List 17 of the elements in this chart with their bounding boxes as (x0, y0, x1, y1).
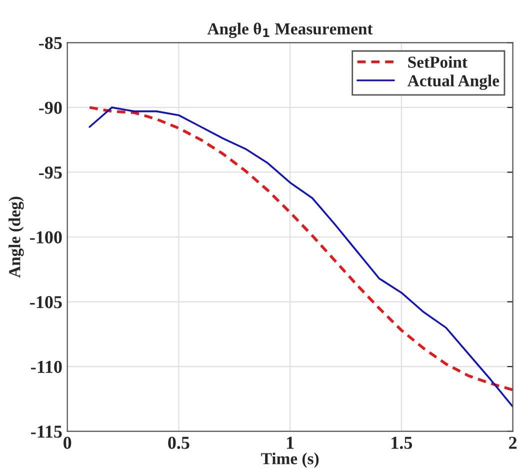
legend-label: Actual Angle (408, 74, 500, 90)
y-tick-label: -85 (39, 36, 62, 50)
x-tick-label: 1 (287, 436, 294, 449)
x-axis-title: Time (s) (261, 452, 319, 468)
y-axis-title: Angle (deg) (8, 196, 24, 278)
y-tick-label: -95 (39, 166, 62, 179)
x-tick-label: 2 (509, 436, 517, 449)
x-tick-label: 1.5 (392, 436, 412, 449)
chart-title: Angle θ$_{1}$ Measurement (207, 22, 373, 38)
y-tick-label: -115 (31, 426, 62, 438)
y-tick-label: -110 (31, 360, 62, 373)
legend-label: SetPoint (408, 56, 468, 68)
y-tick-label: -100 (30, 231, 62, 244)
x-tick-label: 0 (64, 436, 72, 449)
x-tick-label: 0.5 (168, 436, 190, 449)
y-tick-label: -90 (39, 102, 62, 114)
y-tick-label: -105 (30, 296, 62, 308)
